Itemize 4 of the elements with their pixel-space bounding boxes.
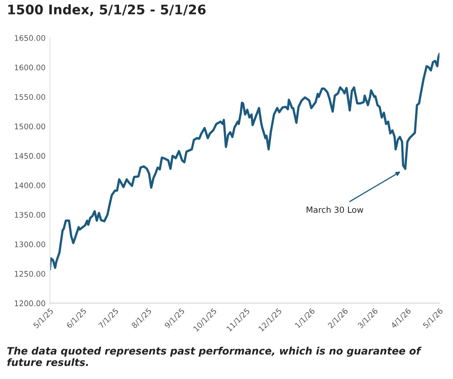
text: The data quoted represents past performance, which is no guarantee of future results. [7, 346, 422, 366]
annotation: March 30 Low [306, 206, 364, 213]
line-series [50, 52, 440, 271]
chart-title: 1500 Index, 5/1/25 - 5/1/26 [8, 4, 206, 16]
